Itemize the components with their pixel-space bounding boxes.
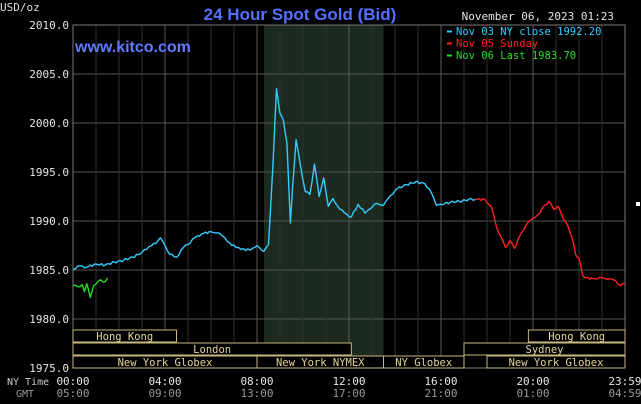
- session-bar: [463, 342, 626, 356]
- legend-entry: Nov 05 Sunday: [456, 38, 538, 50]
- series-line: [475, 198, 625, 287]
- session-bar: [383, 355, 465, 369]
- y-tick-label: 2010.0: [29, 19, 69, 32]
- y-tick-label: 2005.0: [29, 68, 69, 81]
- ny-time-label: NY Time: [7, 377, 49, 388]
- y-tick-label: 1975.0: [29, 362, 69, 375]
- y-tick-label: 1985.0: [29, 264, 69, 277]
- session-bar: [486, 355, 626, 369]
- legend-entry: Nov 06 Last 1983.70: [456, 50, 576, 62]
- series-line: [72, 88, 476, 270]
- session-bar: [527, 329, 626, 343]
- y-tick-label: 2000.0: [29, 117, 69, 130]
- x-tick-label-gmt: 04:59: [608, 387, 641, 400]
- chart-title: 24 Hour Spot Gold (Bid): [204, 5, 397, 24]
- y-axis-unit: USD/oz: [0, 1, 40, 14]
- gmt-label: GMT: [16, 389, 34, 400]
- legend-entry: Nov 03 NY close 1992.20: [456, 26, 601, 38]
- x-tick-label-ny: 20:00: [516, 375, 549, 388]
- y-tick-label: 1995.0: [29, 166, 69, 179]
- session-label: Sydney: [526, 344, 564, 356]
- session-bar: [72, 329, 177, 343]
- session-label: Hong Kong: [96, 331, 153, 343]
- session-label: NY Globex: [395, 357, 452, 369]
- session-bar: [72, 342, 352, 356]
- x-tick-label-gmt: 05:00: [56, 387, 89, 400]
- x-tick-label-ny: 12:00: [332, 375, 365, 388]
- chart-subtitle: November 06, 2023 01:23: [462, 10, 614, 23]
- x-tick-label-gmt: 17:00: [332, 387, 365, 400]
- x-tick-label-ny: 04:00: [148, 375, 181, 388]
- x-tick-label-ny: 00:00: [56, 375, 89, 388]
- watermark: www.kitco.com: [74, 39, 191, 56]
- session-label: Hong Kong: [548, 331, 605, 343]
- session-label: London: [193, 344, 231, 356]
- x-tick-label-gmt: 13:00: [240, 387, 273, 400]
- x-tick-label-ny: 16:00: [424, 375, 457, 388]
- series-line: [72, 277, 109, 299]
- x-tick-label-gmt: 01:00: [516, 387, 549, 400]
- x-tick-label-ny: 23:59: [608, 375, 641, 388]
- session-label: New York Globex: [118, 357, 213, 369]
- session-label: New York NYMEX: [276, 357, 365, 369]
- x-tick-label-ny: 08:00: [240, 375, 273, 388]
- nymex-session-band: [263, 25, 384, 368]
- y-tick-label: 1980.0: [29, 313, 69, 326]
- session-label: New York Globex: [509, 357, 604, 369]
- x-tick-label-gmt: 09:00: [148, 387, 181, 400]
- y-tick-label: 1990.0: [29, 215, 69, 228]
- edge-marker: [636, 202, 640, 206]
- x-tick-label-gmt: 21:00: [424, 387, 457, 400]
